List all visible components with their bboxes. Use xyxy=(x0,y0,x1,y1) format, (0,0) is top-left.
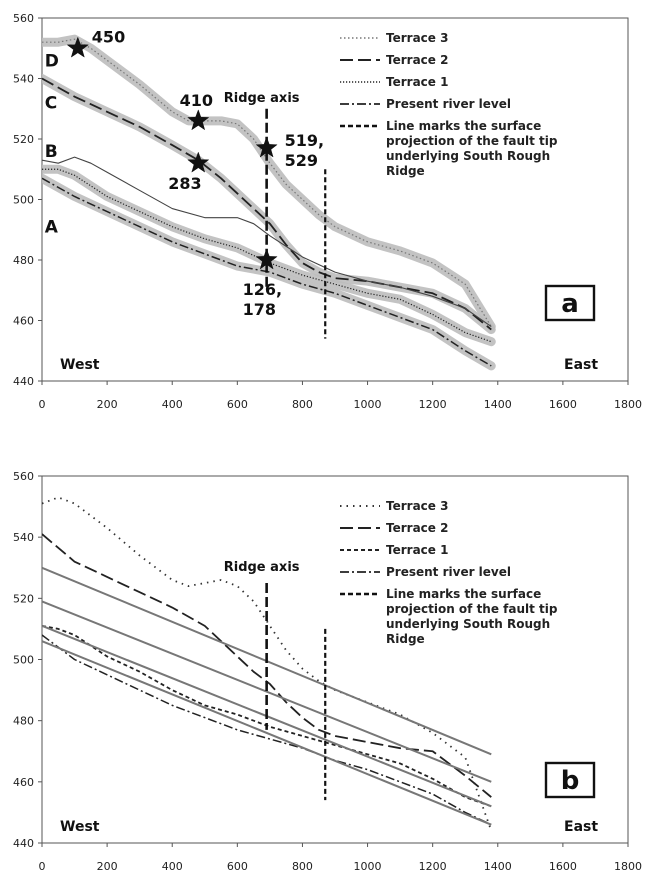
ridge-axis-label: Ridge axis xyxy=(224,91,300,106)
legend-label: Line marks the surface xyxy=(386,587,541,601)
series-line-0 xyxy=(42,496,493,832)
x-tick-label: 800 xyxy=(292,398,313,411)
x-tick-label: 600 xyxy=(227,398,248,411)
terrace-band xyxy=(42,34,496,332)
y-tick-label: 540 xyxy=(13,531,34,544)
y-tick-label: 500 xyxy=(13,194,34,207)
legend-label: projection of the fault tip xyxy=(386,134,558,148)
x-tick-label: 1200 xyxy=(419,860,447,873)
plot-area xyxy=(42,34,496,371)
plot-frame xyxy=(41,475,629,844)
legend-label: projection of the fault tip xyxy=(386,602,558,616)
x-tick-label: 1000 xyxy=(354,860,382,873)
terrace-letter: C xyxy=(45,94,57,114)
x-tick-label: 1800 xyxy=(614,398,642,411)
star-label: 283 xyxy=(168,174,201,193)
legend-label: Present river level xyxy=(386,97,511,111)
y-tick-label: 480 xyxy=(13,254,34,267)
panel-label: a xyxy=(561,289,579,319)
x-tick-label: 200 xyxy=(97,860,118,873)
legend-label: Terrace 1 xyxy=(386,543,448,557)
star-label: 529 xyxy=(285,151,318,170)
legend-label: Present river level xyxy=(386,565,511,579)
legend-label: Ridge xyxy=(386,164,425,178)
series-line-4 xyxy=(42,156,492,328)
legend-label: underlying South Rough xyxy=(386,617,550,631)
x-tick-label: 400 xyxy=(162,860,183,873)
panel-label-box xyxy=(544,761,596,799)
star-marker xyxy=(255,248,278,270)
legend-label: underlying South Rough xyxy=(386,149,550,163)
star-label: 178 xyxy=(243,300,276,319)
legend-label: Terrace 3 xyxy=(386,31,448,45)
y-tick-label: 540 xyxy=(13,73,34,86)
star-label: 126, xyxy=(243,280,282,299)
east-label: East xyxy=(564,357,598,373)
series-line-2 xyxy=(42,624,492,808)
y-tick-label: 480 xyxy=(13,715,34,728)
x-tick-label: 400 xyxy=(162,398,183,411)
y-tick-label: 500 xyxy=(13,654,34,667)
panel-label-box xyxy=(544,284,596,322)
terrace-letter: B xyxy=(45,142,58,162)
x-tick-label: 1800 xyxy=(614,860,642,873)
y-tick-label: 520 xyxy=(13,133,34,146)
y-tick-label: 440 xyxy=(13,837,34,850)
x-tick-label: 200 xyxy=(97,398,118,411)
y-tick-label: 440 xyxy=(13,375,34,388)
legend-label: Terrace 1 xyxy=(386,75,448,89)
x-tick-label: 1600 xyxy=(549,398,577,411)
x-tick-label: 1400 xyxy=(484,398,512,411)
y-tick-label: 520 xyxy=(13,592,34,605)
x-tick-label: 600 xyxy=(227,860,248,873)
y-tick-label: 460 xyxy=(13,315,34,328)
star-marker xyxy=(255,136,278,158)
panel-label: b xyxy=(561,766,580,796)
x-tick-label: 800 xyxy=(292,860,313,873)
east-label: East xyxy=(564,819,598,835)
y-tick-label: 560 xyxy=(13,12,34,25)
legend-label: Terrace 2 xyxy=(386,521,448,535)
series-line-2 xyxy=(42,168,492,343)
west-label: West xyxy=(60,819,100,835)
legend-label: Ridge xyxy=(386,632,425,646)
ridge-axis-label: Ridge axis xyxy=(224,560,300,575)
terrace-letter: A xyxy=(45,218,59,238)
star-label: 410 xyxy=(180,91,213,110)
y-tick-label: 460 xyxy=(13,776,34,789)
terrace-letter: D xyxy=(45,51,59,71)
legend-label: Terrace 2 xyxy=(386,53,448,67)
x-tick-label: 1200 xyxy=(419,398,447,411)
star-label: 450 xyxy=(92,27,125,46)
x-tick-label: 1400 xyxy=(484,860,512,873)
x-tick-label: 1600 xyxy=(549,860,577,873)
star-marker xyxy=(187,151,210,173)
west-label: West xyxy=(60,357,100,373)
panel-b: 0 200 400 600 800 1000 1200 1400 1600 1800 440 460 4… xyxy=(13,470,642,873)
legend-label: Line marks the surface xyxy=(386,119,541,133)
series-line-7 xyxy=(42,640,492,826)
x-tick-label: 0 xyxy=(39,398,46,411)
legend-label: Terrace 3 xyxy=(386,499,448,513)
star-marker xyxy=(66,36,90,58)
series-line-1 xyxy=(42,533,492,798)
x-tick-label: 0 xyxy=(39,860,46,873)
star-label: 519, xyxy=(285,131,324,150)
series-line-3 xyxy=(42,177,492,367)
series-line-3 xyxy=(42,634,492,826)
x-tick-label: 1000 xyxy=(354,398,382,411)
panel-a: 0 200 400 600 800 1000 1200 1400 1600 1800 440 460 4… xyxy=(13,12,642,411)
y-tick-label: 560 xyxy=(13,470,34,483)
series-line-5 xyxy=(42,600,492,783)
star-marker xyxy=(187,109,210,131)
